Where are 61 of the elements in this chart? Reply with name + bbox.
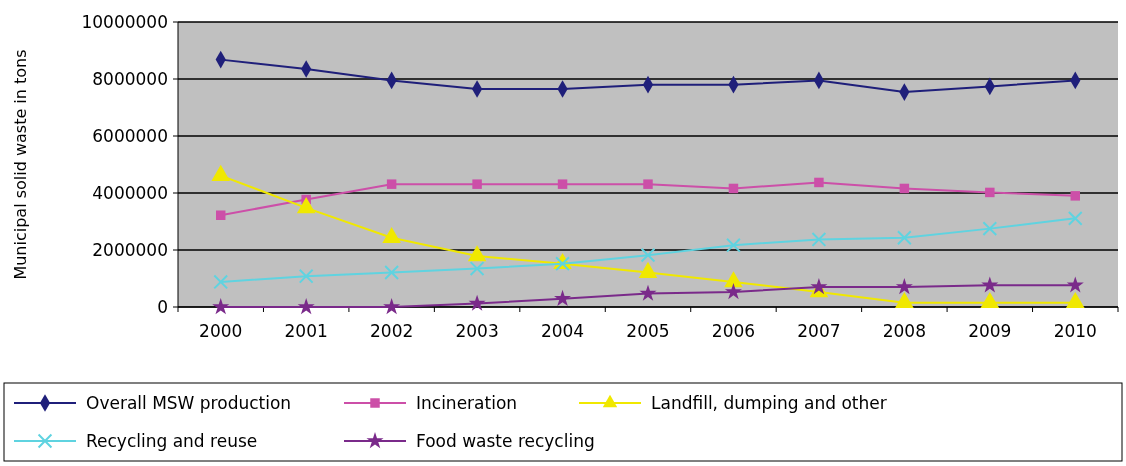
point (384, 265, 400, 280)
point (1070, 191, 1081, 201)
x-tick-label: 2001 (284, 321, 328, 341)
legend-label: Landfill, dumping and other (651, 392, 887, 413)
point (297, 298, 315, 315)
point (811, 232, 827, 247)
point (555, 256, 570, 272)
y-tick-label: 10000000 (81, 11, 168, 32)
point (724, 271, 743, 288)
y-tick-label: 6000000 (92, 125, 168, 146)
point (980, 291, 1000, 309)
point (726, 237, 741, 253)
point (296, 197, 316, 214)
point (814, 177, 824, 188)
point (212, 298, 230, 315)
point (1067, 210, 1083, 226)
point (899, 183, 910, 194)
legend-label: Recycling and reuse (86, 430, 258, 451)
point (554, 289, 572, 306)
point (215, 210, 226, 220)
x-tick-label: 2000 (199, 321, 243, 341)
point (981, 276, 999, 293)
point (557, 179, 568, 189)
x-tick-label: 2003 (455, 321, 499, 341)
y-tick-label: 0 (157, 296, 168, 317)
x-tick-label: 2002 (370, 321, 414, 341)
y-tick-label: 8000000 (92, 68, 168, 89)
point (469, 261, 485, 276)
point (896, 230, 912, 246)
legend-label: Overall MSW production (86, 392, 292, 413)
x-tick-label: 2009 (968, 321, 1012, 341)
y-tick-label: 2000000 (92, 239, 168, 260)
point (895, 278, 913, 295)
point (640, 247, 656, 263)
x-tick-label: 2004 (540, 321, 585, 341)
point (467, 245, 487, 262)
point (386, 179, 397, 189)
point (982, 221, 998, 237)
x-tick-label: 2010 (1053, 321, 1097, 341)
x-tick-label: 2007 (797, 321, 841, 341)
point (298, 268, 314, 284)
point (1065, 291, 1085, 309)
legend-label: Incineration (416, 392, 518, 413)
point (468, 294, 486, 311)
point (895, 291, 914, 309)
point (382, 227, 401, 244)
point (985, 187, 995, 198)
point (724, 282, 742, 300)
point (1066, 276, 1084, 293)
point (643, 179, 653, 189)
point (213, 274, 229, 290)
y-tick-label: 4000000 (92, 182, 168, 203)
y-axis-title: Municipal solid waste in tons (11, 49, 30, 280)
point (728, 183, 739, 194)
x-tick-label: 2005 (626, 321, 670, 341)
point (472, 179, 482, 189)
legend-label: Food waste recycling (416, 430, 595, 451)
x-tick-label: 2006 (711, 321, 756, 341)
point (383, 298, 401, 315)
x-tick-label: 2008 (882, 321, 926, 341)
point (639, 284, 657, 301)
